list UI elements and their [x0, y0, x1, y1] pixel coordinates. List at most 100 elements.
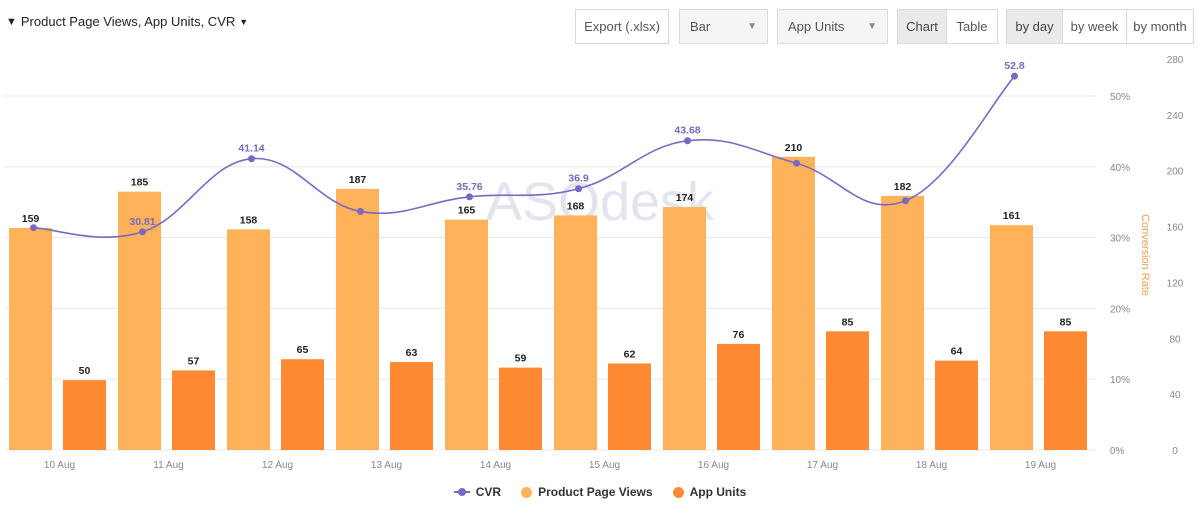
export-xlsx-label: Export (.xlsx) [584, 19, 660, 34]
x-axis-tick-label: 18 Aug [916, 460, 947, 471]
cvr-line-group [30, 72, 1018, 239]
left-axis-tick-label: 10% [1110, 375, 1130, 386]
x-axis-tick-label: 12 Aug [262, 460, 293, 471]
data-label-product-page-views: 158 [240, 214, 258, 226]
x-axis-tick-label: 19 Aug [1025, 460, 1056, 471]
bar-app-units [826, 331, 869, 450]
legend-dot-icon [521, 486, 533, 498]
chart-type-value: Bar [690, 19, 711, 34]
bar-product-page-views [118, 191, 161, 451]
cvr-point [248, 155, 255, 163]
by-month-label: by month [1133, 19, 1187, 34]
data-label-app-units: 57 [188, 355, 200, 367]
bar-product-page-views [663, 207, 706, 450]
right-axis-title: Conversion Rate [1139, 214, 1151, 296]
chart-view-label: Chart [906, 19, 938, 34]
legend-dot-icon [672, 486, 684, 498]
by-month-button[interactable]: by month [1126, 9, 1194, 44]
left-axis-tick-label: 40% [1110, 163, 1130, 174]
data-label-cvr: 35.76 [456, 181, 482, 193]
bar-product-page-views [336, 188, 379, 450]
right-axis-tick-label: 0 [1172, 446, 1178, 457]
data-label-app-units: 50 [79, 365, 91, 377]
data-label-app-units: 76 [733, 329, 745, 341]
bar-app-units [172, 370, 215, 450]
legend-label-cvr: CVR [475, 485, 502, 499]
legend-item-product-page-views[interactable]: Product Page Views [521, 485, 653, 499]
data-label-product-page-views: 165 [458, 205, 476, 217]
x-axis-tick-label: 17 Aug [807, 460, 838, 471]
left-axis-tick-label: 30% [1110, 234, 1130, 245]
data-labels-group: 159 50 185 57 158 65 187 63 165 59 168 62 174 76 210 85… [22, 60, 1072, 377]
chart-type-select[interactable]: Bar ▼ [679, 9, 768, 44]
metric-select[interactable]: App Units ▼ [777, 9, 888, 44]
right-axis-tick-label: 120 [1167, 278, 1184, 289]
data-label-cvr: 43.68 [674, 125, 700, 137]
metric-value: App Units [788, 19, 845, 34]
data-label-app-units: 65 [297, 344, 309, 356]
by-week-label: by week [1070, 19, 1119, 34]
by-week-button[interactable]: by week [1062, 9, 1127, 44]
x-axis-tick-label: 14 Aug [480, 460, 511, 471]
data-label-product-page-views: 182 [894, 181, 912, 193]
by-day-button[interactable]: by day [1006, 9, 1063, 44]
data-label-cvr: 30.81 [129, 216, 155, 228]
bar-app-units [390, 362, 433, 450]
chevron-down-icon: ▼ [747, 21, 757, 32]
legend-line-icon [453, 488, 470, 496]
right-axis-tick-label: 240 [1167, 111, 1184, 122]
metrics-filter-dropdown[interactable]: ▼ Product Page Views, App Units, CVR ▼ [6, 14, 248, 29]
bar-product-page-views [9, 227, 52, 450]
right-axis-tick-label: 160 [1167, 223, 1184, 234]
x-axis-tick-label: 16 Aug [698, 460, 729, 471]
by-day-label: by day [1015, 19, 1054, 34]
data-label-cvr: 52.8 [1004, 60, 1025, 72]
chart-legend: CVR Product Page Views App Units [0, 485, 1200, 499]
cvr-point [793, 159, 800, 167]
table-view-label: Table [956, 19, 988, 34]
cvr-point [357, 207, 364, 215]
x-axis-tick-label: 15 Aug [589, 460, 620, 471]
bar-product-page-views [554, 215, 597, 450]
data-label-app-units: 63 [406, 347, 418, 359]
data-label-product-page-views: 168 [567, 200, 585, 212]
bar-product-page-views [881, 195, 924, 450]
data-label-app-units: 62 [624, 348, 636, 360]
bar-product-page-views [772, 156, 815, 450]
bar-product-page-views [227, 229, 270, 450]
right-axis-tick-label: 80 [1169, 334, 1181, 345]
cvr-point [139, 228, 146, 236]
data-label-product-page-views: 159 [22, 213, 40, 225]
data-label-product-page-views: 210 [785, 142, 803, 154]
bar-app-units [1044, 331, 1087, 450]
legend-item-cvr[interactable]: CVR [453, 485, 502, 499]
left-axis-tick-label: 0% [1110, 446, 1125, 457]
bar-app-units [63, 380, 106, 450]
axes-group: 0% 10% 20% 30% 40% 50% 0 40 80 120 160 200 240 280 10 … [44, 55, 1184, 471]
cvr-point [575, 185, 582, 193]
bar-product-page-views [445, 219, 488, 450]
data-label-app-units: 85 [1060, 316, 1072, 328]
bar-app-units [281, 359, 324, 450]
legend-item-app-units[interactable]: App Units [672, 485, 747, 499]
right-axis-tick-label: 280 [1167, 55, 1184, 66]
cvr-point [30, 224, 37, 232]
export-xlsx-button[interactable]: Export (.xlsx) [575, 9, 669, 44]
data-label-product-page-views: 174 [676, 192, 694, 204]
bar-product-page-views [990, 225, 1033, 450]
bar-app-units [499, 367, 542, 450]
bar-app-units [935, 360, 978, 450]
right-axis-tick-label: 200 [1167, 167, 1184, 178]
data-label-cvr: 41.14 [238, 143, 264, 155]
legend-label-app-units: App Units [689, 485, 747, 499]
data-label-cvr: 36.9 [568, 173, 589, 185]
data-label-product-page-views: 187 [349, 174, 367, 186]
cvr-point [1011, 72, 1018, 80]
bar-app-units [717, 343, 760, 450]
table-view-button[interactable]: Table [946, 9, 998, 44]
x-axis-tick-label: 11 Aug [153, 460, 183, 471]
chevron-down-icon: ▼ [867, 21, 877, 32]
left-axis-tick-label: 20% [1110, 304, 1130, 315]
data-label-product-page-views: 161 [1003, 210, 1021, 222]
data-label-product-page-views: 185 [131, 177, 149, 189]
